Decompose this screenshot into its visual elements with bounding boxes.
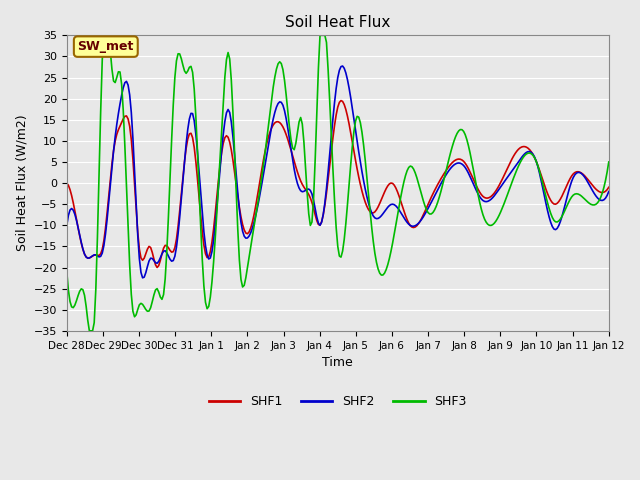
SHF2 <box>365 200 372 205</box>
SHF3 <box>497 209 504 215</box>
Y-axis label: Soil Heat Flux (W/m2): Soil Heat Flux (W/m2) <box>15 115 28 252</box>
SHF3 <box>86 328 93 334</box>
SHF3 <box>100 33 108 38</box>
SHF1 <box>63 180 70 186</box>
Line: SHF1: SHF1 <box>67 101 609 267</box>
SHF3 <box>234 226 241 232</box>
SHF2 <box>479 198 487 204</box>
SHF2 <box>139 275 147 281</box>
SHF1 <box>153 264 161 270</box>
SHF1 <box>365 206 372 212</box>
X-axis label: Time: Time <box>323 356 353 369</box>
SHF3 <box>605 159 612 165</box>
Text: SW_met: SW_met <box>77 40 134 53</box>
SHF1 <box>605 184 612 190</box>
SHF2 <box>63 222 70 228</box>
SHF1 <box>490 190 498 196</box>
Line: SHF3: SHF3 <box>67 36 609 331</box>
SHF2 <box>339 63 346 69</box>
Legend: SHF1, SHF2, SHF3: SHF1, SHF2, SHF3 <box>204 390 472 413</box>
SHF2 <box>74 225 82 230</box>
SHF3 <box>365 191 372 196</box>
SHF2 <box>605 189 612 194</box>
SHF1 <box>337 98 345 104</box>
SHF2 <box>232 171 240 177</box>
SHF3 <box>490 220 498 226</box>
SHF3 <box>74 293 82 299</box>
SHF2 <box>497 184 504 190</box>
Line: SHF2: SHF2 <box>67 66 609 278</box>
SHF1 <box>232 181 240 187</box>
SHF1 <box>497 180 504 185</box>
SHF2 <box>490 193 498 199</box>
SHF1 <box>74 225 82 230</box>
SHF1 <box>479 193 487 199</box>
Title: Soil Heat Flux: Soil Heat Flux <box>285 15 390 30</box>
SHF3 <box>479 212 487 217</box>
SHF3 <box>63 269 70 275</box>
